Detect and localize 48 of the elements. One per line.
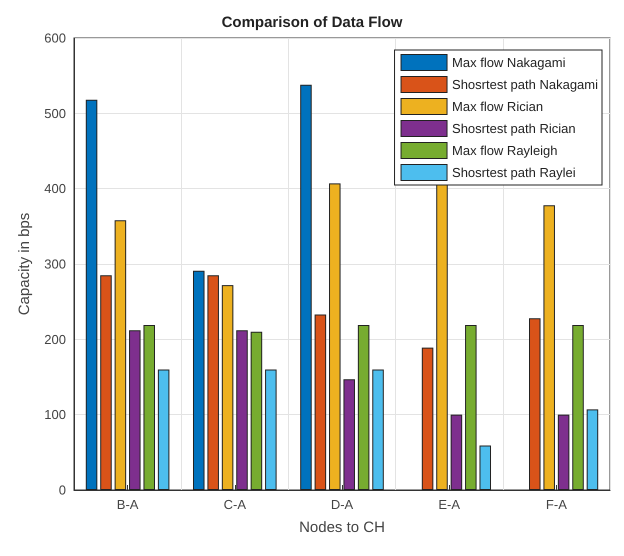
x-tick-label: B-A xyxy=(116,497,139,512)
bar xyxy=(372,369,384,490)
legend-label: Shosrtest path Nakagami xyxy=(452,77,598,92)
legend-label: Max flow Nakagami xyxy=(452,55,566,70)
bar xyxy=(572,325,584,490)
x-tick-label: E-A xyxy=(438,497,460,512)
bar xyxy=(192,270,205,490)
y-tick-label: 600 xyxy=(44,30,66,46)
legend-label: Max flow Rician xyxy=(452,99,544,114)
bar xyxy=(450,414,462,490)
bar xyxy=(329,183,341,490)
bar xyxy=(479,446,492,490)
legend-label: Max flow Rayleigh xyxy=(452,143,558,158)
bar xyxy=(314,314,326,490)
bar xyxy=(207,275,219,490)
bar xyxy=(422,348,434,490)
legend-label: Shosrtest path Raylei xyxy=(452,165,576,180)
bar xyxy=(250,332,262,490)
bar xyxy=(558,414,570,490)
bar xyxy=(343,379,355,490)
chart-title: Comparison of Data Flow xyxy=(222,14,403,31)
bar xyxy=(222,285,234,490)
bar xyxy=(358,325,370,490)
bar xyxy=(265,369,277,490)
bar xyxy=(586,409,598,490)
x-tick-label: F-A xyxy=(546,497,568,512)
x-axis-title: Nodes to CH xyxy=(299,519,385,536)
bar xyxy=(100,275,112,490)
bar xyxy=(143,325,155,490)
bar xyxy=(129,330,141,490)
y-tick-label: 100 xyxy=(44,407,66,422)
bar xyxy=(158,369,170,490)
bar xyxy=(543,205,555,490)
bar xyxy=(300,84,312,490)
bar xyxy=(236,330,248,490)
y-tick-label: 300 xyxy=(44,256,66,272)
bar xyxy=(529,318,541,490)
x-tick-label: C-A xyxy=(224,497,246,512)
y-tick-label: 0 xyxy=(58,482,66,498)
y-tick-label: 500 xyxy=(44,106,66,121)
bar xyxy=(86,100,98,490)
y-tick-label: 200 xyxy=(44,332,66,347)
bar xyxy=(114,220,126,490)
y-axis-title: Capacity in bps xyxy=(16,212,33,316)
legend-label: Shosrtest path Rician xyxy=(452,121,576,136)
x-tick-label: D-A xyxy=(330,497,354,512)
y-tick-label: 400 xyxy=(44,181,66,196)
bar xyxy=(465,325,477,490)
